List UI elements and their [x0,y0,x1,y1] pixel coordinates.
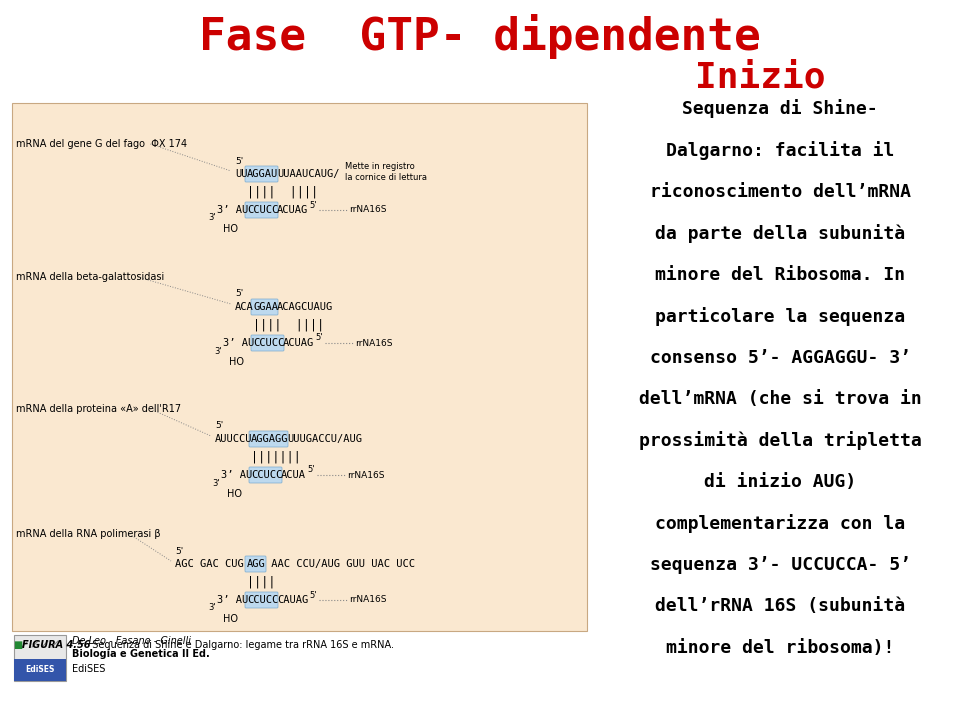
Text: HO: HO [223,614,238,624]
Text: Dalgarno: facilita il: Dalgarno: facilita il [666,141,894,160]
Text: 3’ AU: 3’ AU [221,470,252,480]
Text: ACUAG: ACUAG [277,205,308,215]
Text: minore del Ribosoma. In: minore del Ribosoma. In [655,266,905,284]
Text: AGG: AGG [247,559,266,569]
Text: ||||  ||||: |||| |||| [253,318,324,332]
Text: ||||  ||||: |||| |||| [247,186,319,199]
Text: prossimità della tripletta: prossimità della tripletta [638,431,922,450]
Bar [12,103,587,631]
Text: CAUAG: CAUAG [277,595,308,605]
Text: 5': 5' [307,466,315,474]
Text: da parte della subunità: da parte della subunità [655,224,905,242]
Text: 3’ AU: 3’ AU [223,338,254,348]
Text: Inizio: Inizio [695,61,826,95]
Text: 3’ AU: 3’ AU [217,205,249,215]
FancyBboxPatch shape [251,299,278,315]
Text: mRNA del gene G del fago  ΦX 174: mRNA del gene G del fago ΦX 174 [16,139,187,149]
Text: Fase  GTP- dipendente: Fase GTP- dipendente [199,14,761,59]
Text: AGC GAC CUG: AGC GAC CUG [175,559,250,569]
Text: 5': 5' [215,421,224,430]
Text: EdiSES: EdiSES [72,664,106,674]
Text: CCUCC: CCUCC [247,205,278,215]
Text: 3’ AU: 3’ AU [217,595,249,605]
Text: Mette in registro
la cornice di lettura: Mette in registro la cornice di lettura [345,162,427,182]
Text: AGGAU: AGGAU [247,169,278,179]
Text: 5': 5' [175,547,183,555]
Text: UUUGACCU/AUG: UUUGACCU/AUG [287,434,362,444]
Text: 5': 5' [309,201,317,209]
FancyBboxPatch shape [245,556,266,572]
Text: Sequenza di Shine e Dalgarno: legame tra rRNA 16S e mRNA.: Sequenza di Shine e Dalgarno: legame tra… [86,640,394,650]
Text: particolare la sequenza: particolare la sequenza [655,307,905,325]
Text: dell’rRNA 16S (subunità: dell’rRNA 16S (subunità [655,597,905,615]
Text: 5': 5' [315,333,323,342]
Text: CCUCC: CCUCC [253,338,284,348]
Text: rrNA16S: rrNA16S [355,338,393,347]
Text: 3': 3' [208,603,216,613]
Text: ACUA: ACUA [281,470,306,480]
FancyBboxPatch shape [249,431,288,447]
Text: FIGURA 4.56: FIGURA 4.56 [22,640,90,650]
Text: consenso 5’- AGGAGGU- 3’: consenso 5’- AGGAGGU- 3’ [650,349,910,367]
Text: AUUCCU: AUUCCU [215,434,252,444]
Bar [14,635,66,681]
Text: 3': 3' [212,479,220,488]
Bar [14,659,66,681]
Text: ■: ■ [14,640,27,650]
Text: EdiSES: EdiSES [25,666,55,674]
Text: Sequenza di Shine-: Sequenza di Shine- [683,99,877,118]
Text: rrNA16S: rrNA16S [347,471,385,479]
Text: ACA: ACA [235,302,253,312]
Text: CCUCC: CCUCC [251,470,282,480]
FancyBboxPatch shape [249,467,282,483]
Text: Biologia e Genetica II Ed.: Biologia e Genetica II Ed. [72,649,209,659]
Text: AGGAGG: AGGAGG [251,434,289,444]
Text: dell’mRNA (che si trova in: dell’mRNA (che si trova in [638,390,922,408]
Text: 3': 3' [208,213,216,223]
Text: UU: UU [235,169,248,179]
Text: complementarizza con la: complementarizza con la [655,514,905,532]
Text: HO: HO [223,224,238,234]
Text: mRNA della beta-galattosidasi: mRNA della beta-galattosidasi [16,272,164,282]
Text: rrNA16S: rrNA16S [349,596,387,605]
Text: di inizio AUG): di inizio AUG) [704,473,856,491]
Text: 5': 5' [235,289,243,298]
Text: ACUAG: ACUAG [283,338,314,348]
Text: UUAAUCAUG/: UUAAUCAUG/ [277,169,340,179]
Text: CCUCC: CCUCC [247,595,278,605]
Text: HO: HO [227,489,242,499]
FancyBboxPatch shape [245,202,278,218]
Text: ||||: |||| [247,576,276,588]
Text: ACAGCUAUG: ACAGCUAUG [277,302,333,312]
Text: De Leo - Fasano - Ginelli: De Leo - Fasano - Ginelli [72,636,191,646]
Text: rrNA16S: rrNA16S [349,206,387,215]
Text: 5': 5' [235,157,243,165]
Text: minore del ribosoma)!: minore del ribosoma)! [666,639,894,657]
FancyBboxPatch shape [245,592,278,608]
Text: 3': 3' [214,347,222,355]
Text: riconoscimento dell’mRNA: riconoscimento dell’mRNA [650,183,910,201]
Text: GGAA: GGAA [253,302,278,312]
Text: mRNA della proteina «A» dell'R17: mRNA della proteina «A» dell'R17 [16,404,181,414]
FancyBboxPatch shape [245,166,278,182]
FancyBboxPatch shape [251,335,284,351]
Text: 5': 5' [309,591,317,600]
Text: mRNA della RNA polimerasi β: mRNA della RNA polimerasi β [16,529,160,539]
Text: HO: HO [229,357,244,367]
Text: |||||||: ||||||| [251,450,300,464]
Text: AAC CCU/AUG GUU UAC UCC: AAC CCU/AUG GUU UAC UCC [265,559,415,569]
Text: sequenza 3’- UCCUCCA- 5’: sequenza 3’- UCCUCCA- 5’ [650,556,910,574]
